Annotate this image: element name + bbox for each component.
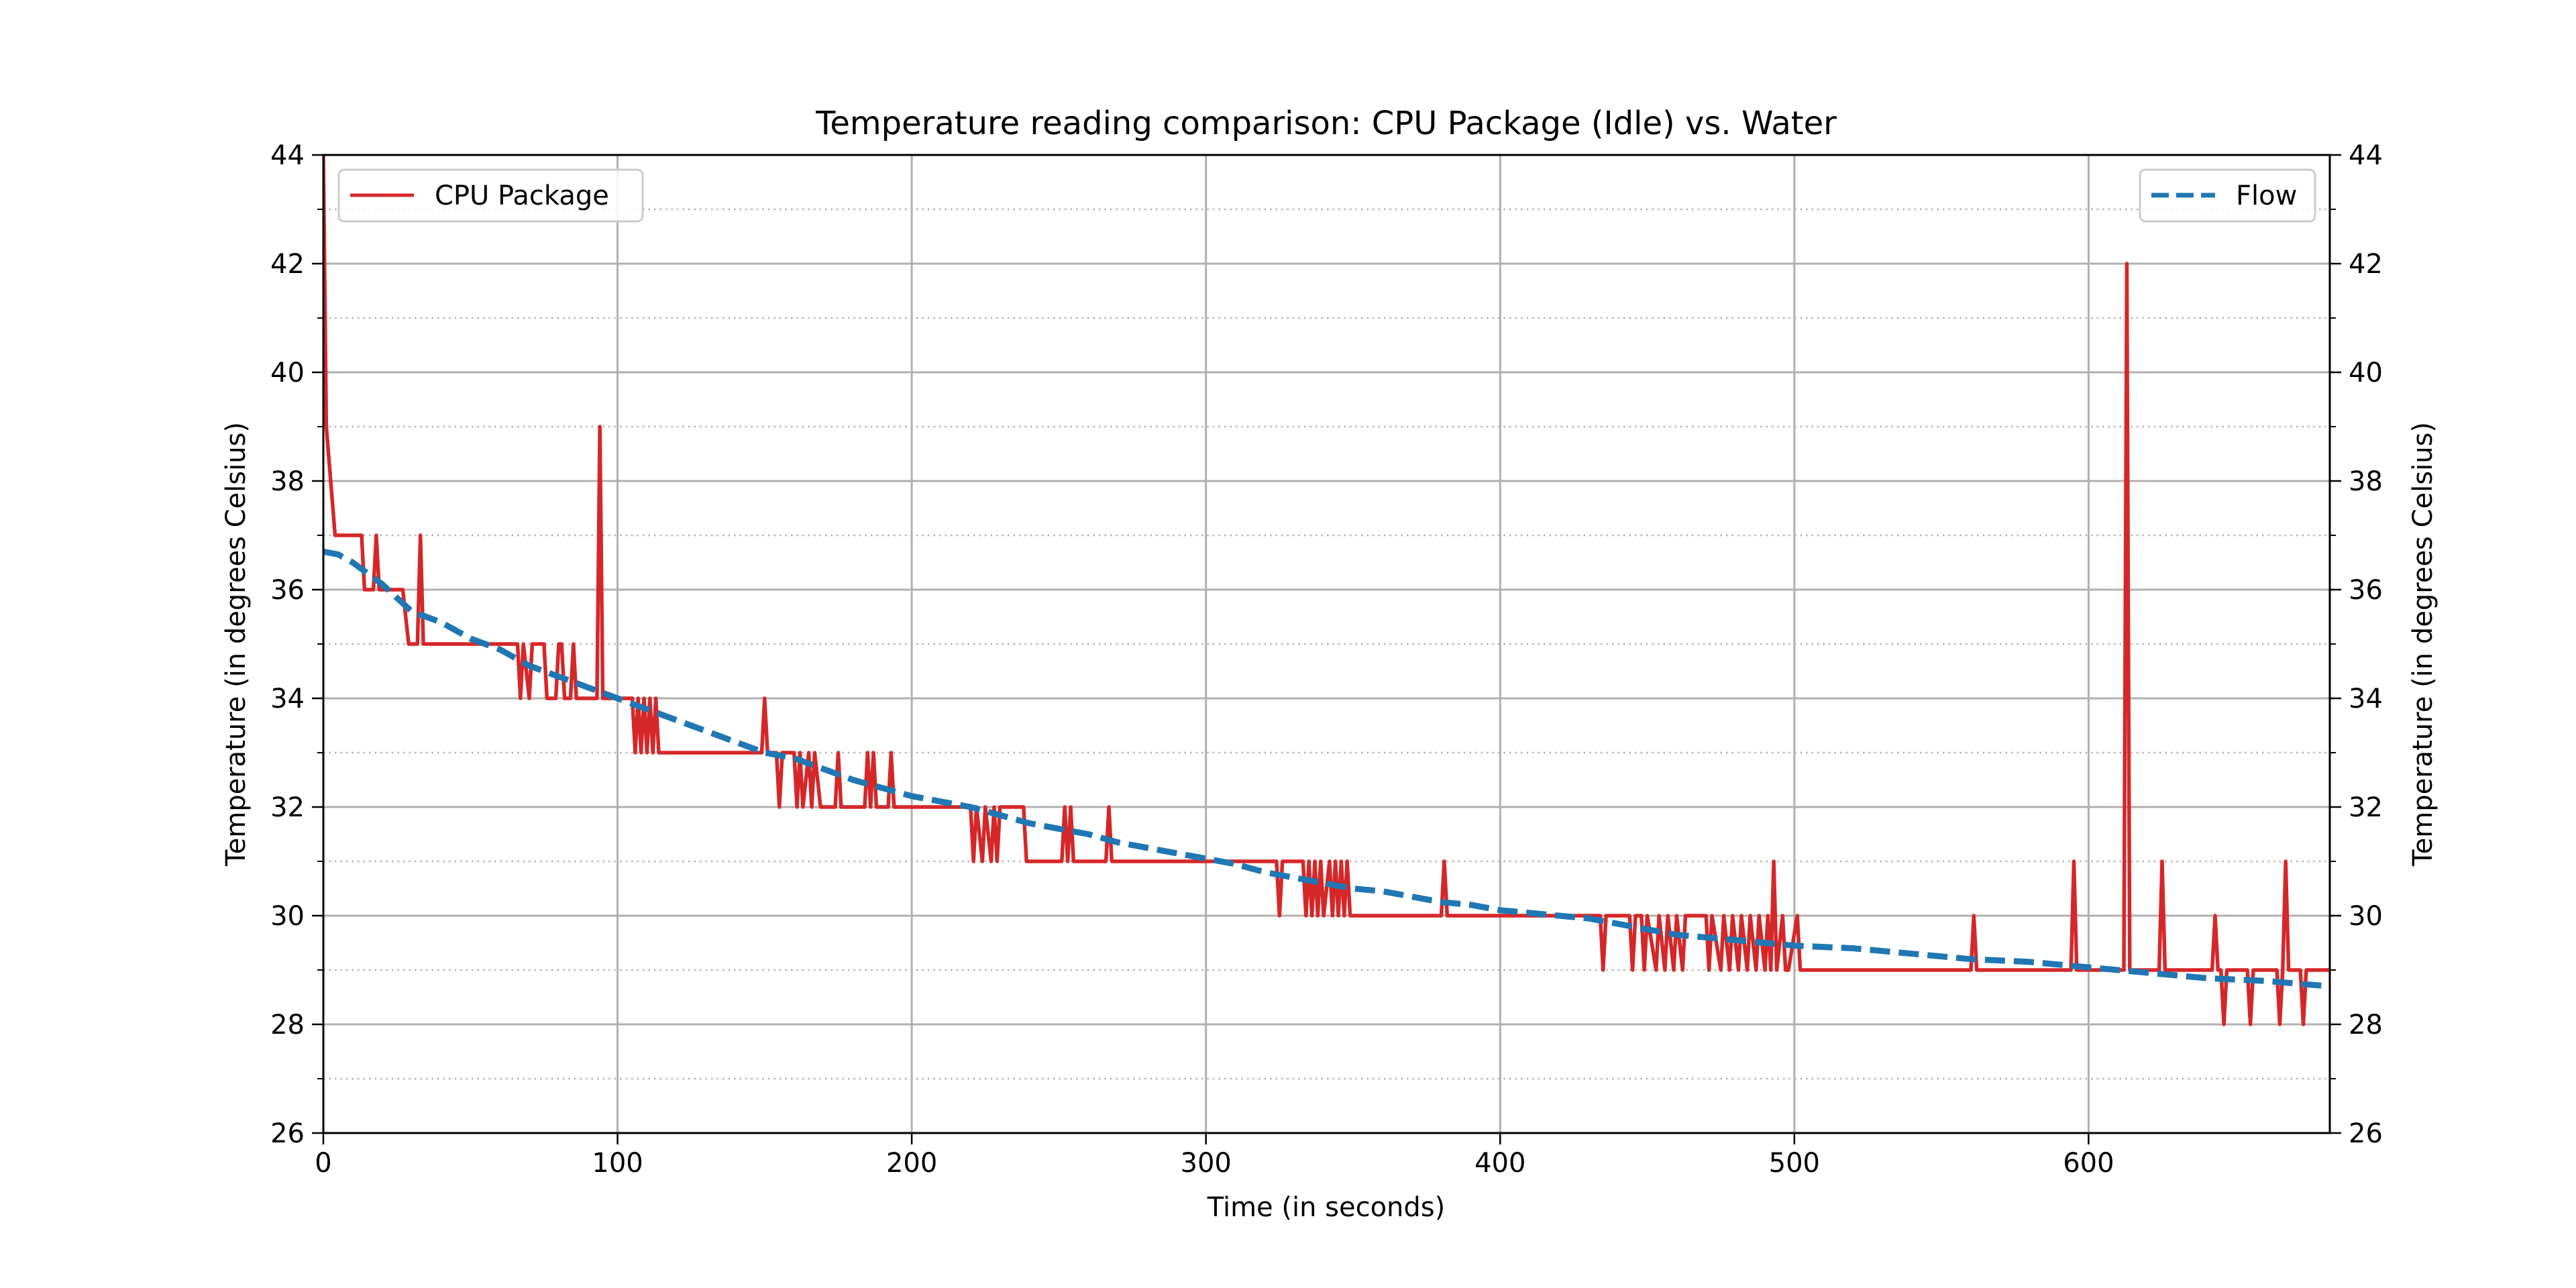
x-tick-label: 500 — [1769, 1148, 1820, 1179]
y-tick-label-right: 28 — [2349, 1010, 2383, 1040]
legend-right: Flow — [2139, 168, 2316, 223]
y-tick-label-left: 40 — [270, 358, 305, 388]
y-tick-label-right: 42 — [2349, 249, 2383, 280]
y-tick-label-right: 44 — [2349, 140, 2383, 171]
legend-box — [2139, 168, 2316, 223]
y-tick-label-left: 38 — [270, 466, 305, 497]
plot-lines — [323, 155, 2330, 1026]
y-tick-label-right: 26 — [2349, 1118, 2383, 1149]
y-tick-label-right: 30 — [2349, 901, 2383, 932]
y-tick-label-left: 28 — [270, 1010, 305, 1040]
series-line-cpu-package — [323, 155, 2330, 1026]
x-axis-label: Time (in seconds) — [1207, 1192, 1446, 1223]
series-line-flow — [323, 548, 2330, 989]
y-tick-label-right: 38 — [2349, 466, 2383, 497]
y-axis-label-right: Temperature (in degrees Celsius) — [2408, 422, 2438, 867]
y-tick-label-right: 40 — [2349, 358, 2383, 388]
y-tick-label-right: 36 — [2349, 575, 2383, 606]
axes: 26 26 28 28 30 30 32 32 34 34 36 36 38 38 40 40 42 42 44 44… — [270, 140, 2383, 1179]
legend-box — [337, 168, 644, 223]
x-tick-label: 200 — [886, 1148, 937, 1179]
x-tick-label: 600 — [2063, 1148, 2114, 1179]
x-tick-label: 0 — [315, 1148, 331, 1179]
y-tick-label-left: 26 — [270, 1118, 305, 1149]
y-axis-label-left: Temperature (in degrees Celsius) — [221, 422, 252, 867]
y-tick-label-right: 32 — [2349, 792, 2383, 823]
y-tick-label-left: 34 — [270, 684, 305, 714]
legend-left: CPU Package — [337, 168, 644, 223]
x-tick-label: 300 — [1181, 1148, 1232, 1179]
y-tick-label-right: 34 — [2349, 684, 2383, 714]
y-tick-label-left: 32 — [270, 792, 305, 823]
x-tick-label: 400 — [1474, 1148, 1525, 1179]
y-tick-label-left: 42 — [270, 249, 305, 280]
y-tick-label-left: 36 — [270, 575, 305, 606]
x-tick-label: 100 — [592, 1148, 643, 1179]
y-tick-label-left: 44 — [270, 140, 305, 171]
axes-frame — [322, 154, 2331, 1134]
legend-label-cpu: CPU Package — [435, 180, 609, 211]
legend-label-flow: Flow — [2236, 180, 2297, 211]
y-tick-label-left: 30 — [270, 901, 305, 932]
chart-title: Temperature reading comparison: CPU Pack… — [815, 105, 1837, 142]
